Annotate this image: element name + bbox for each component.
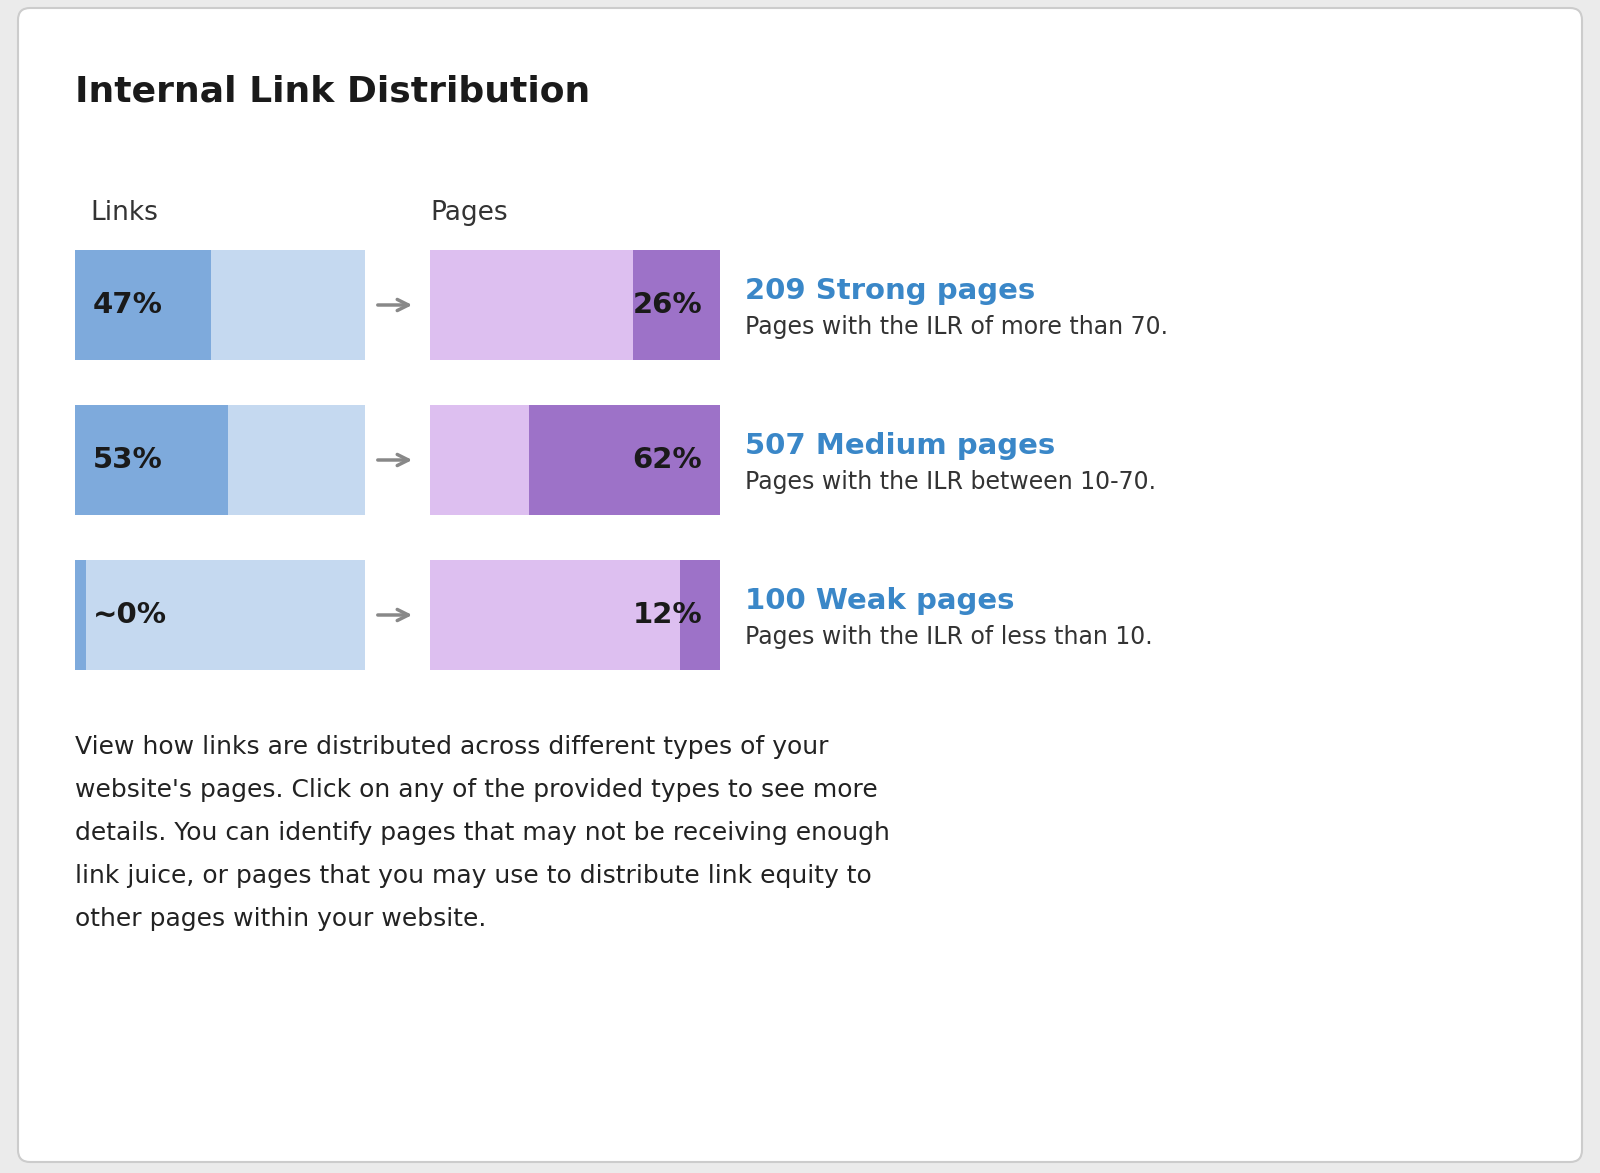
Bar — [75, 405, 365, 515]
Text: website's pages. Click on any of the provided types to see more: website's pages. Click on any of the pro… — [75, 778, 878, 802]
Text: Pages: Pages — [430, 201, 507, 226]
Bar — [430, 405, 720, 515]
Text: View how links are distributed across different types of your: View how links are distributed across di… — [75, 735, 829, 759]
Bar — [530, 405, 720, 515]
Text: details. You can identify pages that may not be receiving enough: details. You can identify pages that may… — [75, 821, 890, 845]
Text: other pages within your website.: other pages within your website. — [75, 907, 486, 931]
Text: 209 Strong pages: 209 Strong pages — [746, 277, 1035, 305]
Bar — [75, 250, 365, 360]
Text: link juice, or pages that you may use to distribute link equity to: link juice, or pages that you may use to… — [75, 865, 872, 888]
Text: Pages with the ILR between 10-70.: Pages with the ILR between 10-70. — [746, 470, 1155, 494]
Text: 12%: 12% — [632, 601, 702, 629]
Text: 100 Weak pages: 100 Weak pages — [746, 586, 1014, 615]
Bar — [75, 405, 229, 515]
Text: Internal Link Distribution: Internal Link Distribution — [75, 75, 590, 109]
Text: ~0%: ~0% — [93, 601, 166, 629]
Text: 507 Medium pages: 507 Medium pages — [746, 432, 1056, 460]
Bar — [75, 250, 211, 360]
Text: Pages with the ILR of less than 10.: Pages with the ILR of less than 10. — [746, 625, 1152, 649]
Bar — [75, 560, 365, 670]
Text: Links: Links — [90, 201, 158, 226]
Text: 53%: 53% — [93, 446, 163, 474]
Text: 26%: 26% — [632, 291, 702, 319]
Bar — [634, 250, 720, 360]
Bar — [430, 560, 720, 670]
Bar — [680, 560, 720, 670]
FancyBboxPatch shape — [18, 8, 1582, 1162]
Bar — [75, 560, 86, 670]
Text: 47%: 47% — [93, 291, 163, 319]
Text: Pages with the ILR of more than 70.: Pages with the ILR of more than 70. — [746, 316, 1168, 339]
Bar — [430, 250, 720, 360]
Text: 62%: 62% — [632, 446, 702, 474]
